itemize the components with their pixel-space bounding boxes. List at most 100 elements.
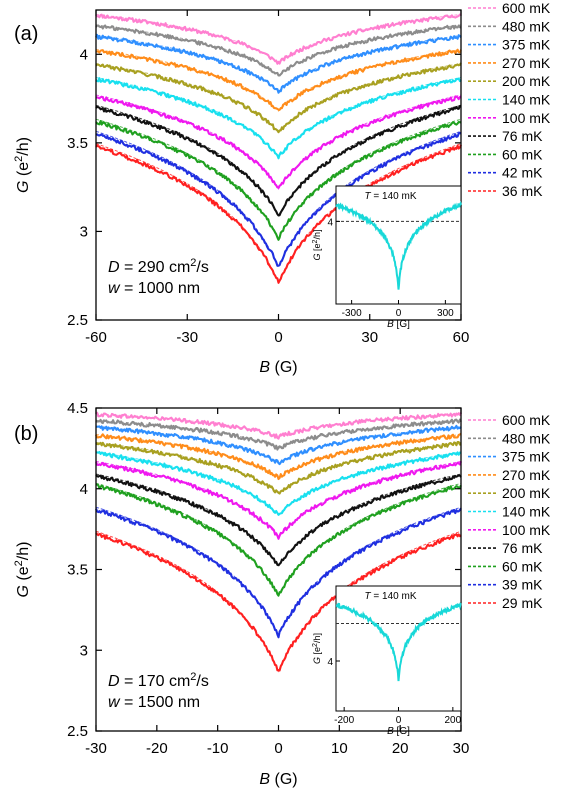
- annotation-w-text: = 1500 nm: [120, 694, 201, 711]
- legend-label: 100 mK: [502, 522, 551, 538]
- y-tick-label: 4: [80, 46, 88, 63]
- legend-label: 39 mK: [502, 577, 543, 593]
- inset-y-sup: 2: [312, 239, 319, 243]
- x-axis-label: B (G): [259, 359, 297, 376]
- annotation-d-sup: 2: [190, 671, 196, 683]
- legend-label: 76 mK: [502, 128, 543, 144]
- x-axis-label: B (G): [259, 771, 297, 788]
- y-axis-label: G (e2/h): [13, 137, 32, 193]
- legend: 600 mK 480 mK 375 mK 270 mK 200 mK 140 mK 100 …: [468, 0, 551, 199]
- inset-title-text: = 140 mK: [371, 591, 417, 602]
- x-axis-var: B: [259, 771, 270, 788]
- annotation-diffusion: D = 170 cm2/s: [108, 671, 209, 690]
- series-line-600: [96, 13, 462, 65]
- series-line-200: [95, 441, 462, 495]
- annotation-w-var: w: [108, 694, 121, 711]
- annotation-diffusion: D = 290 cm2/s: [108, 257, 209, 276]
- x-tick-label: 30: [361, 329, 378, 346]
- inset-y-tail: /h]: [312, 230, 322, 240]
- series-line-480: [95, 418, 462, 451]
- series-line-375: [95, 424, 462, 466]
- x-tick-label: 20: [392, 740, 409, 757]
- inset-y-sup: 2: [312, 643, 319, 647]
- legend-label: 60 mK: [502, 558, 543, 574]
- series-line-480: [95, 24, 462, 77]
- series-line-140: [95, 77, 462, 160]
- legend-label: 76 mK: [502, 540, 543, 556]
- x-tick-label: -60: [85, 329, 107, 346]
- series-line-100: [95, 461, 462, 540]
- inset-y-tail: /h]: [312, 633, 322, 643]
- inset-title: T = 140 mK: [365, 191, 417, 202]
- inset-y-unit: [e: [312, 647, 322, 657]
- inset-trace: [335, 602, 462, 682]
- y-axis-var: G: [15, 181, 32, 193]
- y-tick-label: 3: [80, 642, 88, 659]
- series-line-60: [95, 120, 462, 241]
- inset-y-unit: [e: [312, 243, 322, 253]
- inset-title-text: = 140 mK: [371, 191, 417, 202]
- y-tick-label: 2.5: [67, 312, 88, 329]
- fit-line-100: [95, 460, 462, 538]
- inset-y-axis-label: G [e2/h]: [312, 633, 322, 664]
- inset-title-var: T: [365, 591, 372, 602]
- y-axis-sup: 2: [13, 156, 25, 162]
- annotation-d-var: D: [108, 259, 120, 276]
- legend-label: 140 mK: [502, 92, 551, 108]
- inset-chart: -200 0 200 4 T = 140 mK B [G] G [e2/h]: [312, 585, 462, 737]
- legend-label: 480 mK: [502, 430, 551, 446]
- inset-x-tick-label: 0: [396, 715, 402, 726]
- y-tick-label: 3.5: [67, 562, 88, 579]
- inset-y-tick-label: 4: [327, 657, 333, 668]
- y-tick-label: 2.5: [67, 723, 88, 740]
- annotation-d-tail: /s: [196, 673, 208, 690]
- annotation-w-text: = 1000 nm: [120, 280, 201, 297]
- annotation-d-sup: 2: [190, 257, 196, 269]
- y-tick-label: 4.5: [67, 400, 88, 417]
- series-line-375: [95, 33, 462, 94]
- series-line-low_blue: [95, 507, 462, 639]
- legend-label: 29 mK: [502, 595, 543, 611]
- legend-label: 42 mK: [502, 165, 543, 181]
- series-line-270: [96, 48, 462, 111]
- inset-x-tick-label: -300: [342, 308, 362, 319]
- x-tick-label: -10: [207, 740, 229, 757]
- fit-line-low_blue: [95, 130, 462, 269]
- y-axis-label: G (e2/h): [13, 542, 32, 598]
- x-tick-label: -30: [176, 329, 198, 346]
- legend: 600 mK 480 mK 375 mK 270 mK 200 mK 140 mK 100 …: [468, 412, 551, 611]
- x-tick-label: -30: [85, 740, 107, 757]
- x-tick-label: 60: [453, 329, 470, 346]
- y-axis-var: G: [15, 585, 32, 597]
- inset-title: T = 140 mK: [365, 591, 417, 602]
- y-axis-unit: (e: [15, 162, 32, 181]
- panel-label: (b): [14, 423, 38, 445]
- inset-frame: [335, 585, 462, 712]
- series-line-270: [95, 432, 462, 481]
- legend-label: 36 mK: [502, 183, 543, 199]
- x-tick-label: 0: [274, 329, 282, 346]
- annotation-d-tail: /s: [196, 259, 208, 276]
- x-tick-label: -20: [146, 740, 168, 757]
- series-line-600: [95, 411, 462, 440]
- legend-label: 140 mK: [502, 504, 551, 520]
- series-line-200: [95, 62, 462, 134]
- inset-chart: -300 0 300 4 T = 140 mK B [G] G [e2/h]: [312, 185, 462, 330]
- inset-trace: [335, 201, 462, 290]
- annotation-width: w = 1000 nm: [108, 280, 200, 297]
- inset-x-var: B: [387, 319, 394, 330]
- series-line-76: [95, 104, 462, 217]
- annotation-d-text: = 170 cm: [120, 673, 191, 690]
- series-line-low_red: [95, 532, 462, 672]
- series-line-60: [96, 483, 462, 597]
- y-tick-label: 3.5: [67, 135, 88, 152]
- inset-y-var: G: [312, 253, 322, 260]
- plot-area: [95, 411, 462, 673]
- inset-x-axis-label: B [G]: [387, 726, 410, 737]
- chart-panel-2: -30 -20 -10 0 10 20 302.533.544.5(b)B (G)G (e2…: [13, 400, 551, 788]
- y-tick-label: 3: [80, 223, 88, 240]
- panel-label: (a): [14, 23, 38, 45]
- legend-label: 100 mK: [502, 110, 551, 126]
- legend-label: 600 mK: [502, 412, 551, 428]
- legend-label: 375 mK: [502, 449, 551, 465]
